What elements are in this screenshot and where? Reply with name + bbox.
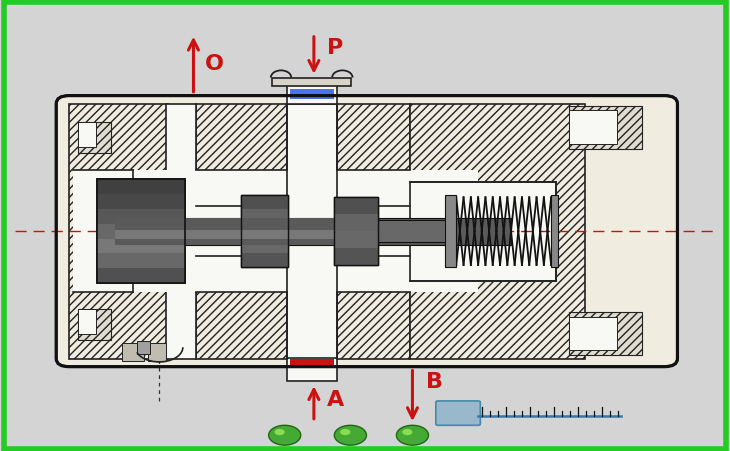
Circle shape <box>396 425 429 445</box>
Bar <box>569 106 642 149</box>
Bar <box>69 104 168 359</box>
Bar <box>290 89 334 99</box>
Bar <box>569 312 642 355</box>
Bar <box>137 341 150 354</box>
Bar <box>241 253 288 267</box>
Bar <box>241 195 288 210</box>
Bar <box>78 122 111 153</box>
Bar <box>334 248 378 265</box>
Bar <box>410 182 556 281</box>
Bar <box>166 104 196 359</box>
Bar <box>334 198 378 265</box>
Text: O: O <box>204 54 223 74</box>
Bar <box>196 104 287 359</box>
Bar <box>334 231 378 248</box>
Bar <box>97 194 185 209</box>
Bar <box>78 309 96 334</box>
Bar <box>551 195 558 267</box>
Bar <box>122 343 144 361</box>
Bar <box>241 224 288 239</box>
Circle shape <box>402 429 412 435</box>
Bar <box>97 179 185 283</box>
Bar <box>241 195 288 267</box>
Bar <box>272 78 351 86</box>
FancyBboxPatch shape <box>56 96 677 367</box>
Bar <box>115 218 334 245</box>
Bar <box>97 253 185 268</box>
Bar <box>569 317 617 350</box>
Bar <box>241 209 288 224</box>
Circle shape <box>334 425 366 445</box>
Circle shape <box>340 429 350 435</box>
Text: P: P <box>327 38 343 58</box>
Bar <box>569 110 617 144</box>
Bar <box>337 104 410 359</box>
FancyBboxPatch shape <box>436 401 480 425</box>
Text: B: B <box>426 372 442 392</box>
Bar <box>241 195 288 267</box>
Bar <box>196 170 287 207</box>
Bar <box>97 268 185 283</box>
Bar <box>287 79 337 104</box>
Bar <box>97 209 185 224</box>
Bar <box>241 239 288 253</box>
Bar <box>410 104 585 359</box>
Bar <box>78 122 96 147</box>
Bar <box>97 179 185 194</box>
Bar <box>337 256 410 292</box>
Bar <box>445 195 456 267</box>
Bar <box>196 256 287 292</box>
Bar <box>73 170 133 292</box>
Bar <box>378 220 451 243</box>
Bar <box>97 224 185 239</box>
Bar <box>97 179 185 283</box>
Text: A: A <box>327 390 345 410</box>
Bar <box>287 104 337 359</box>
Bar <box>148 343 166 361</box>
Bar <box>73 170 478 292</box>
Bar <box>334 214 378 231</box>
Bar <box>102 218 511 245</box>
Bar <box>115 230 334 239</box>
Circle shape <box>269 425 301 445</box>
Bar <box>337 170 410 207</box>
Bar <box>78 309 111 340</box>
Bar <box>97 239 185 253</box>
Bar <box>334 198 378 214</box>
Bar <box>287 358 337 381</box>
Circle shape <box>274 429 285 435</box>
Bar <box>290 359 334 368</box>
Bar <box>334 198 378 265</box>
